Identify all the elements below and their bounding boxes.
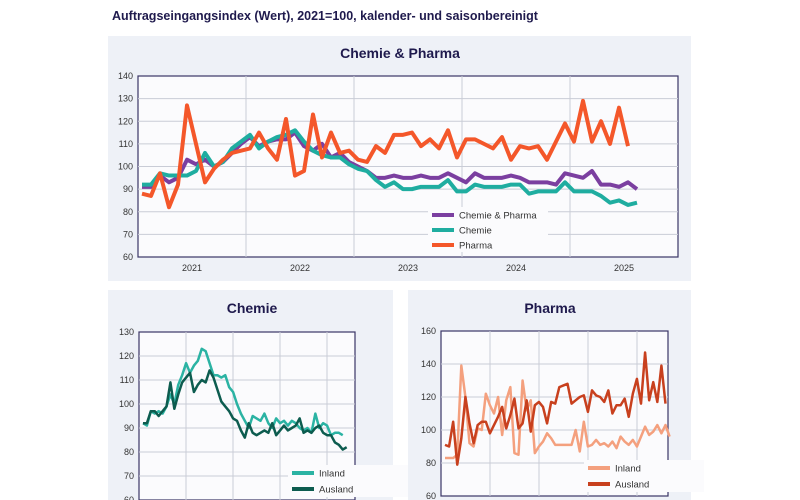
y-tick-label: 160 [421,326,436,336]
y-tick-label: 70 [123,229,133,239]
y-tick-label: 100 [119,399,134,409]
y-tick-label: 110 [120,375,134,385]
figure-title: Auftragseingangsindex (Wert), 2021=100, … [112,9,538,23]
x-tick-label: 2021 [182,263,202,273]
x-tick-label: 2024 [506,263,526,273]
y-tick-label: 80 [426,458,436,468]
y-tick-label: 80 [123,207,133,217]
y-tick-label: 90 [124,423,134,433]
legend-label: Pharma [459,241,493,252]
y-tick-label: 110 [119,139,133,149]
x-tick-label: 2022 [290,263,310,273]
legend-bg [428,222,548,237]
y-tick-label: 60 [426,491,436,500]
series-line-inland [445,364,671,460]
y-tick-label: 120 [421,392,436,402]
y-tick-label: 130 [119,327,134,337]
legend-label: Inland [319,469,345,480]
legend-bg [584,460,704,476]
chart-2: Pharma 60 80 100 120 140 160 Inland Ausland [408,290,704,500]
legend-label: Ausland [319,485,353,496]
y-tick-label: 140 [421,359,436,369]
legend-bg [288,481,408,497]
y-tick-label: 120 [119,351,134,361]
legend-label: Ausland [615,480,649,491]
series-line-pharma [141,98,630,210]
legend-bg [288,465,408,481]
x-tick-label: 2025 [614,263,634,273]
chart-title: Chemie & Pharma [340,45,460,61]
y-tick-label: 80 [124,447,134,457]
x-tick-label: 2023 [398,263,418,273]
y-tick-label: 60 [124,495,134,500]
y-tick-label: 90 [123,184,133,194]
y-tick-label: 70 [124,471,134,481]
legend-bg [584,476,704,492]
chart-0: Chemie & Pharma 60 70 80 90 100 110 120 130 140 20… [108,36,691,281]
chart-title: Chemie [227,300,278,316]
chart-title: Pharma [524,300,576,316]
legend-bg [428,207,548,222]
legend-label: Chemie & Pharma [459,211,537,222]
series-line-ausland [444,351,667,466]
y-tick-label: 130 [118,94,133,104]
y-tick-label: 100 [118,162,133,172]
y-tick-label: 60 [123,252,133,262]
legend-label: Inland [615,464,641,475]
y-tick-label: 100 [421,425,436,435]
chart-1: Chemie 60 70 80 90 100 110 120 130 Inland Ausland [108,290,408,500]
y-tick-label: 140 [118,71,133,81]
legend-bg [428,237,548,252]
legend-label: Chemie [459,226,492,237]
series-line-ausland [143,369,348,451]
y-tick-label: 120 [118,116,133,126]
